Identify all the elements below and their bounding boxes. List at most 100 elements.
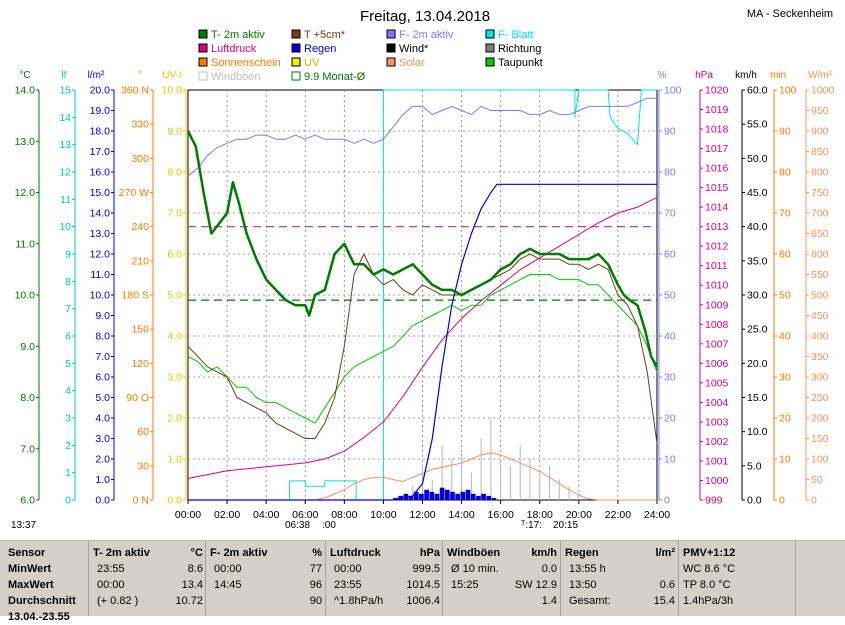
axis-tick-label: 6.0 (20, 495, 35, 507)
sunrise-suffix: :00 (322, 520, 336, 531)
axis-tick-label: 40.0 (747, 221, 768, 233)
axis-tick-label: 13.0 (90, 228, 111, 240)
axis-tick-label: 400 (811, 331, 829, 343)
legend-swatch (291, 29, 301, 39)
summary-separator (560, 541, 561, 616)
summary-header-label: Regen (565, 547, 599, 559)
axis-tick-label: 8 (65, 276, 71, 288)
summary-cell-value: 15.4 (653, 595, 675, 607)
axis-tick-label: 600 (811, 249, 829, 261)
summary-row: 00:00 77 (210, 561, 322, 577)
axis-tick-label: 550 (811, 269, 829, 281)
axis-tick-label: 8.0 (95, 331, 110, 343)
summary-row: 1.4hPa/3h (683, 593, 793, 609)
x-tick-label: 08:00 (331, 509, 357, 521)
axis-tick-label: 10.0 (90, 290, 111, 302)
axis-tick-label: 4.0 (95, 413, 110, 425)
axis-tick-label: 1018 (705, 124, 729, 136)
summary-row: Durchschnitt (8, 593, 88, 609)
legend: T- 2m aktiv T +5cm* F- 2m aktiv F- Blatt Luf… (198, 29, 543, 83)
reference-lines (188, 226, 657, 301)
legend-label: Sonnenschein (211, 57, 281, 69)
axis-tick-label: 1.0 (167, 454, 182, 466)
legend-item: Luftdruck (198, 43, 257, 55)
summary-row (330, 609, 440, 625)
axis-tick-label: 0.0 (747, 495, 762, 507)
axis-tick-label: 1020 (705, 85, 729, 97)
axis-tick-label: 270 W (119, 187, 149, 199)
summary-cell-value: 1014.5 (406, 579, 440, 591)
legend-swatch (485, 43, 495, 53)
summary-row: Gesamt: 15.4 (565, 593, 675, 609)
axis-tick-label: 10 (59, 221, 71, 233)
summary-cell-value: 90 (309, 595, 322, 607)
axis-tick-label: 1019 (705, 104, 729, 116)
legend-swatch (198, 71, 208, 81)
axis-tick-label: 1011 (705, 260, 728, 272)
x-tick-label: 10:00 (370, 509, 396, 521)
summary-row: 13:50 0.6 (565, 577, 675, 593)
summary-cell-value: 999.5 (412, 563, 440, 575)
sunset-time: 20:15 (553, 520, 578, 531)
summary-row (447, 609, 557, 625)
rain-bar (481, 493, 486, 500)
summary-cell-value: 0.6 (659, 579, 675, 591)
right-axes: 1009080706050403020100102010191018101710… (658, 85, 835, 507)
summary-cell-label: Ø 10 min. (451, 563, 499, 575)
summary-cell-label: (+ 0.82 ) (97, 595, 139, 607)
axis-tick-label: 1000 (705, 475, 729, 487)
axis-tick-label: 14 (59, 112, 71, 124)
axis-tick-label: 11.0 (15, 238, 35, 250)
axis-unit-solar: W/m² (808, 70, 833, 81)
x-tick-label: 16:00 (488, 509, 514, 521)
chart-title: Freitag, 13.04.2018 (360, 8, 490, 25)
axis-tick-label: 30 (779, 372, 791, 384)
summary-header-unit: °C (190, 547, 203, 559)
summary-cell-label: 13:50 (569, 579, 597, 591)
summary-header: F- 2m aktiv% (210, 545, 322, 561)
axis-tick-label: 1004 (705, 397, 729, 409)
summary-row: 13.04.-23.55 (8, 609, 88, 625)
legend-label: Windböen (211, 71, 261, 83)
summary-row: 90 (210, 593, 322, 609)
axis-tick-label: 10 (664, 454, 676, 466)
axis-tick-label: 50 (664, 290, 676, 302)
axis-tick-label: 750 (811, 187, 829, 199)
summary-separator (442, 541, 443, 616)
axis-tick-label: 50 (779, 290, 791, 302)
summary-cell-label: 13:55 h (569, 563, 606, 575)
axis-unit-press: hPa (695, 70, 713, 81)
rain-bar (450, 491, 455, 500)
axis-unit-dir: ° (138, 70, 142, 81)
axis-tick-label: 30 (137, 460, 149, 472)
axis-tick-label: 8.0 (167, 167, 182, 179)
axis-unit-rain: l/m² (88, 70, 105, 81)
axis-unit-temp: °C (19, 70, 30, 81)
summary-cell: MaxWert (8, 579, 54, 591)
axis-tick-label: 1009 (705, 299, 729, 311)
axis-tick-label: 1002 (705, 436, 729, 448)
series-line (188, 183, 657, 501)
rain-bar (491, 497, 497, 500)
axis-tick-label: 55.0 (747, 119, 768, 131)
axis-tick-label: 50.0 (747, 153, 768, 165)
axis-tick-label: 1010 (705, 280, 729, 292)
moonset-label: ᵀ:17: (521, 520, 542, 531)
rain-bar (460, 491, 466, 500)
legend-swatch (291, 43, 301, 53)
rain-bar (419, 493, 424, 500)
axis-tick-label: 1003 (705, 416, 729, 428)
summary-header-unit: km/h (531, 547, 557, 559)
rain-bar (465, 489, 471, 500)
sunrise-time: 06:38 (285, 520, 310, 531)
x-tick-label: 18:00 (527, 509, 553, 521)
series-line (187, 97, 657, 177)
axis-tick-label: 80 (779, 167, 791, 179)
legend-label: Wind* (399, 43, 429, 55)
legend-label: Luftdruck (211, 43, 257, 55)
summary-row: 00:00 999.5 (330, 561, 440, 577)
legend-item: UV (291, 57, 320, 69)
summary-cell-value: 0.0 (541, 563, 557, 575)
sun-times: 13:37 06:38 :00 20:15 ᵀ:17: (11, 520, 578, 531)
axis-tick-label: 240 (131, 221, 149, 233)
